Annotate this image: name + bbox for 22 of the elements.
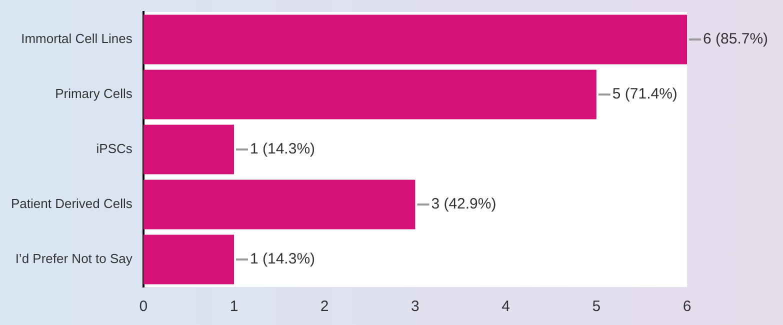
bar <box>143 124 234 174</box>
y-tick-label: Patient Derived Cells <box>10 196 133 212</box>
y-tick-label: iPSCs <box>96 141 133 156</box>
data-label: 6 (85.7%) <box>703 30 768 48</box>
x-tick-label: 6 <box>682 298 692 316</box>
y-tick-label: Immortal Cell Lines <box>21 31 133 46</box>
bar <box>143 180 416 230</box>
bar <box>143 234 234 284</box>
x-tick-label: 1 <box>230 298 238 316</box>
x-tick-label: 0 <box>139 298 148 316</box>
x-tick-label: 2 <box>320 298 329 316</box>
x-tick-label: 3 <box>411 298 420 316</box>
bar <box>143 14 687 64</box>
x-tick-label: 4 <box>502 298 510 316</box>
data-label: 1 (14.3%) <box>250 140 316 158</box>
x-tick-label: 5 <box>592 298 601 316</box>
y-tick-label: I’d Prefer Not to Say <box>15 251 133 266</box>
bar <box>143 70 596 120</box>
data-label: 5 (71.4%) <box>612 86 678 103</box>
data-label: 3 (42.9%) <box>431 196 496 213</box>
y-tick-label: Primary Cells <box>55 86 133 102</box>
data-label: 1 (14.3%) <box>250 250 316 268</box>
